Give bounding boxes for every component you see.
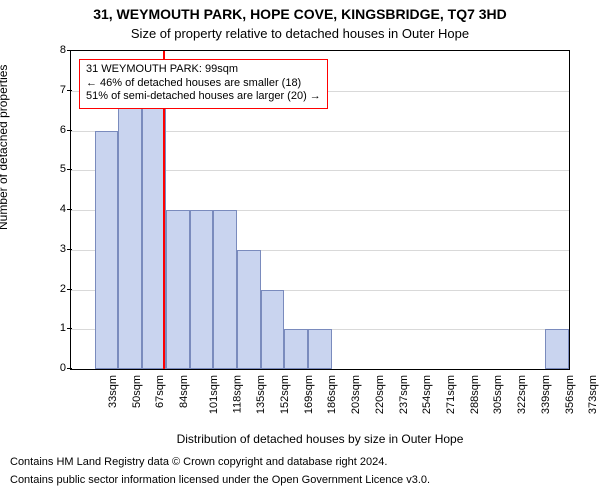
y-tick: 1: [50, 322, 66, 334]
annotation-line: ← 46% of detached houses are smaller (18…: [86, 77, 321, 91]
x-tick: 356sqm: [564, 375, 576, 414]
histogram-bar: [190, 210, 214, 369]
x-tick: 373sqm: [587, 375, 599, 414]
x-tick: 169sqm: [303, 375, 315, 414]
x-tick: 84sqm: [178, 375, 190, 408]
x-tick: 237sqm: [398, 375, 410, 414]
y-tick: 5: [50, 163, 66, 175]
histogram-bar: [166, 210, 190, 369]
x-tick: 152sqm: [279, 375, 291, 414]
footer-line-2: Contains public sector information licen…: [10, 474, 590, 486]
x-tick: 118sqm: [231, 375, 243, 413]
y-tick: 4: [50, 203, 66, 215]
y-tick: 0: [50, 362, 66, 374]
x-tick: 288sqm: [469, 375, 481, 414]
y-tick: 7: [50, 84, 66, 96]
x-tick: 50sqm: [131, 375, 143, 408]
histogram-bar: [261, 290, 285, 370]
chart-subtitle: Size of property relative to detached ho…: [0, 26, 600, 41]
histogram-bar: [308, 329, 332, 369]
y-tick: 3: [50, 243, 66, 255]
chart-title-address: 31, WEYMOUTH PARK, HOPE COVE, KINGSBRIDG…: [0, 6, 600, 22]
x-tick: 339sqm: [540, 375, 552, 414]
histogram-bar: [237, 250, 261, 369]
x-tick: 322sqm: [516, 375, 528, 414]
histogram-bar: [213, 210, 237, 369]
x-tick: 305sqm: [493, 375, 505, 414]
x-tick: 220sqm: [374, 375, 386, 414]
x-tick: 254sqm: [421, 375, 433, 414]
histogram-bar: [545, 329, 569, 369]
x-tick: 271sqm: [445, 375, 457, 414]
histogram-bar: [95, 131, 119, 370]
plot-area: 31 WEYMOUTH PARK: 99sqm← 46% of detached…: [70, 50, 570, 370]
x-tick: 203sqm: [350, 375, 362, 414]
x-tick: 67sqm: [154, 375, 166, 408]
y-tick: 2: [50, 283, 66, 295]
x-tick: 101sqm: [208, 375, 220, 414]
x-tick: 33sqm: [107, 375, 119, 408]
chart-container: 31, WEYMOUTH PARK, HOPE COVE, KINGSBRIDG…: [0, 0, 600, 500]
footer-line-1: Contains HM Land Registry data © Crown c…: [10, 456, 590, 468]
annotation-line: 31 WEYMOUTH PARK: 99sqm: [86, 63, 321, 77]
x-tick: 186sqm: [327, 375, 339, 414]
histogram-bar: [284, 329, 308, 369]
y-tick: 6: [50, 124, 66, 136]
x-axis-label: Distribution of detached houses by size …: [70, 432, 570, 446]
annotation-line: 51% of semi-detached houses are larger (…: [86, 90, 321, 104]
annotation-box: 31 WEYMOUTH PARK: 99sqm← 46% of detached…: [79, 59, 328, 109]
histogram-bar: [118, 91, 142, 369]
y-axis-label: Number of detached properties: [0, 65, 10, 230]
y-tick: 8: [50, 44, 66, 56]
x-tick: 135sqm: [255, 375, 267, 414]
